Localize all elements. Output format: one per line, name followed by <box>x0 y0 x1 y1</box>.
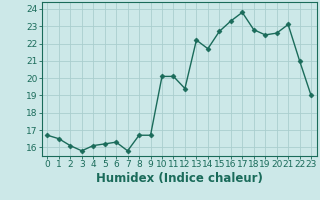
X-axis label: Humidex (Indice chaleur): Humidex (Indice chaleur) <box>96 172 263 185</box>
